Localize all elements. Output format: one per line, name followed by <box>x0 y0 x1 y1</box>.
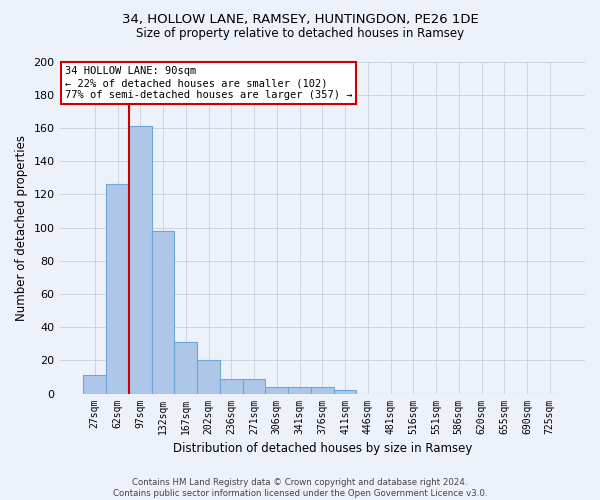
Bar <box>83 376 106 394</box>
Text: Contains HM Land Registry data © Crown copyright and database right 2024.
Contai: Contains HM Land Registry data © Crown c… <box>113 478 487 498</box>
Text: 34 HOLLOW LANE: 90sqm
← 22% of detached houses are smaller (102)
77% of semi-det: 34 HOLLOW LANE: 90sqm ← 22% of detached … <box>65 66 352 100</box>
Bar <box>129 126 152 394</box>
Text: Size of property relative to detached houses in Ramsey: Size of property relative to detached ho… <box>136 28 464 40</box>
Text: 34, HOLLOW LANE, RAMSEY, HUNTINGDON, PE26 1DE: 34, HOLLOW LANE, RAMSEY, HUNTINGDON, PE2… <box>122 12 478 26</box>
Bar <box>220 378 242 394</box>
X-axis label: Distribution of detached houses by size in Ramsey: Distribution of detached houses by size … <box>173 442 472 455</box>
Bar <box>106 184 129 394</box>
Y-axis label: Number of detached properties: Number of detached properties <box>15 134 28 320</box>
Bar <box>265 387 288 394</box>
Bar <box>242 378 265 394</box>
Bar <box>288 387 311 394</box>
Bar <box>152 231 175 394</box>
Bar <box>334 390 356 394</box>
Bar <box>311 387 334 394</box>
Bar <box>197 360 220 394</box>
Bar <box>175 342 197 394</box>
